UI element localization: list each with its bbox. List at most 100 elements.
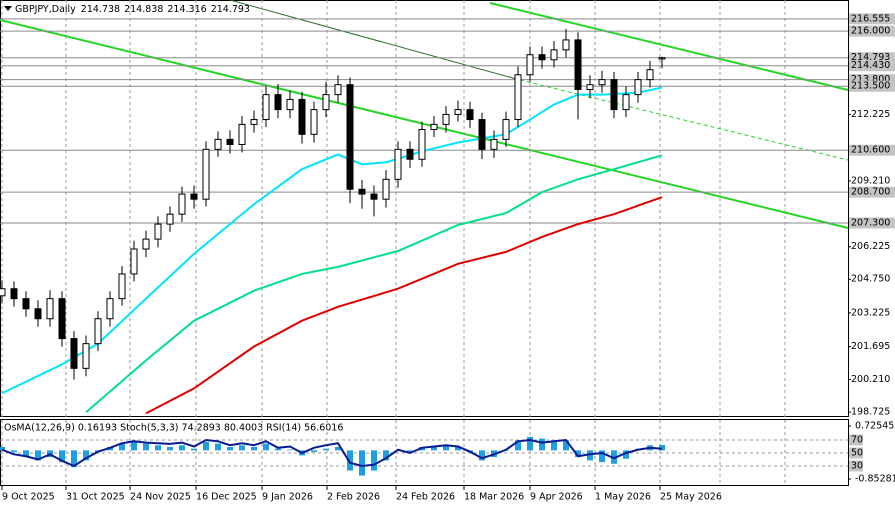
osma-bar: [23, 450, 30, 458]
candle-body: [490, 138, 498, 150]
candle-body: [574, 39, 582, 91]
y-tick-label: 206.225: [851, 241, 890, 252]
level-label-bg: [849, 74, 895, 86]
header: GBPJPY,Daily 214.738 214.838 214.316 214.793: [15, 4, 250, 15]
low-value: 214.316: [167, 4, 206, 15]
candle-body: [466, 109, 474, 121]
x-tick-label: 25 May 2026: [660, 492, 722, 503]
candle-body: [238, 123, 246, 145]
osma-bar: [179, 445, 186, 451]
osma-bar: [191, 448, 198, 451]
level-label: 207.300: [851, 217, 890, 228]
osma-bar: [287, 449, 294, 451]
y2-tick-label: 50: [851, 448, 863, 459]
candle-body: [58, 298, 66, 340]
x-tick-label: 31 Oct 2025: [66, 492, 125, 503]
moving-average: [145, 196, 663, 415]
x-tick-label: 24 Nov 2025: [130, 492, 191, 503]
candle-body: [46, 298, 54, 320]
osma-bar: [599, 450, 606, 463]
y-tick-label: 209.210: [851, 175, 890, 186]
candle-body: [154, 223, 162, 240]
y-tick-label: 200.210: [851, 374, 890, 385]
candle-body: [478, 119, 486, 150]
osma-bar: [371, 450, 378, 471]
osma-bar: [611, 450, 618, 464]
candle-body: [106, 298, 114, 320]
candle-body: [286, 98, 294, 111]
candle-body: [550, 49, 558, 61]
osma-bar: [275, 448, 282, 451]
level-label-bg: [849, 217, 895, 229]
trend-line: [229, 0, 521, 81]
osma-bar: [587, 450, 594, 461]
candle-body: [370, 193, 378, 200]
x-tick-label: 9 Jan 2026: [262, 492, 313, 503]
osma-bar: [383, 450, 390, 461]
osma-bar: [83, 450, 90, 461]
candle-body: [394, 148, 402, 180]
candle-body: [82, 343, 90, 369]
level-label: 214.430: [851, 60, 890, 71]
level-label: 216.000: [851, 26, 890, 37]
candle-body: [526, 54, 534, 76]
x-tick-label: 9 Apr 2026: [530, 492, 583, 503]
trend-line: [519, 79, 849, 161]
candle-body: [634, 79, 642, 96]
candle-body: [10, 288, 18, 300]
symbol-icon: [4, 6, 12, 11]
osma-bar: [335, 447, 342, 451]
candle-body: [310, 109, 318, 135]
x-tick-label: 18 Mar 2026: [464, 492, 524, 503]
y-tick-label: 198.725: [851, 407, 890, 418]
level-label-bg: [849, 60, 895, 72]
candle-body: [322, 94, 330, 111]
candle-body: [406, 148, 414, 160]
candle-body: [382, 178, 390, 200]
candle-body: [658, 57, 666, 60]
osma-bar: [227, 447, 234, 451]
candle-body: [202, 148, 210, 200]
trend-line: [489, 2, 849, 91]
candle-body: [34, 308, 42, 320]
indicator-label: OsMA(12,26,9) 0.16193 Stoch(5,3,3) 74.28…: [4, 423, 343, 434]
symbol: GBPJPY,Daily: [15, 4, 76, 15]
y-tick-label: 0.72545: [855, 420, 894, 431]
osma-bar: [575, 450, 582, 458]
osma-bar: [203, 441, 210, 451]
level-label-bg: [849, 52, 895, 64]
candle-body: [598, 79, 606, 86]
level-label-bg: [849, 434, 863, 446]
y2-tick-label: 30: [851, 461, 863, 472]
osma-bar: [431, 446, 438, 451]
candle-body: [334, 84, 342, 96]
candle-body: [94, 318, 102, 345]
x-tick-label: 9 Oct 2025: [2, 492, 55, 503]
osma-bar: [0, 447, 6, 451]
x-tick-label: 1 May 2026: [595, 492, 651, 503]
level-label-bg: [849, 186, 895, 198]
candle-body: [358, 188, 366, 195]
candle-body: [502, 119, 510, 140]
osma-bar: [659, 444, 666, 451]
osma-bar: [143, 443, 150, 451]
osma-bar: [215, 443, 222, 451]
candle-body: [130, 248, 138, 275]
osma-bar: [251, 447, 258, 451]
candle-body: [454, 109, 462, 115]
osma-bar: [551, 440, 558, 451]
candle-body: [586, 84, 594, 91]
osma-bar: [359, 450, 366, 476]
candle-body: [298, 98, 306, 135]
osma-bar: [515, 440, 522, 451]
x-tick-label: 24 Feb 2026: [396, 492, 455, 503]
y-tick-label: 212.225: [851, 109, 890, 120]
y2-tick-label: 70: [851, 435, 863, 446]
close-value: 214.793: [211, 4, 250, 15]
candle-body: [562, 39, 570, 51]
level-label-bg: [849, 80, 895, 92]
trend-line: [0, 19, 849, 229]
osma-bar: [347, 450, 354, 471]
